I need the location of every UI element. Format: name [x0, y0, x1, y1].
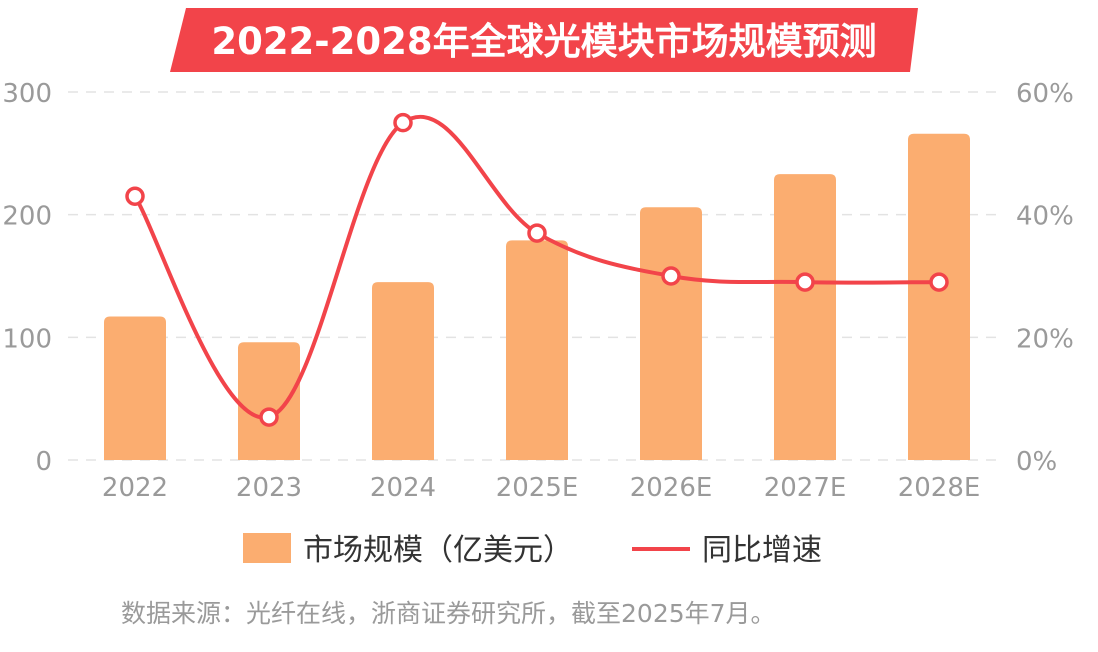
- growth-point-2026E: [661, 266, 681, 286]
- growth-line: [133, 114, 940, 420]
- bar-2027E: [774, 174, 836, 461]
- legend-line-label: 同比增速: [702, 533, 822, 568]
- x-tick-label: 2027E: [764, 473, 847, 503]
- legend-bar-label: 市场规模（亿美元）: [303, 533, 573, 568]
- legend-bar-swatch: [243, 533, 291, 563]
- bar-2023: [238, 342, 300, 460]
- x-tick-label: 2022: [102, 473, 168, 503]
- left-tick-label: 200: [2, 202, 52, 232]
- bar-2024: [372, 282, 434, 460]
- x-axis: 2022 2023 2024 2025E 2026E 2027E 2028E: [102, 473, 980, 503]
- left-tick-label: 300: [2, 79, 52, 109]
- growth-point-2027E: [795, 272, 815, 292]
- bar-2028E: [908, 133, 970, 460]
- growth-point-2028E: [929, 272, 949, 292]
- left-tick-label: 0: [35, 447, 52, 477]
- x-tick-label: 2024: [370, 473, 436, 503]
- bar-2026E: [640, 207, 702, 460]
- right-tick-label: 40%: [1016, 202, 1074, 232]
- right-tick-label: 60%: [1016, 79, 1074, 109]
- left-axis: 0 100 200 300: [2, 79, 52, 477]
- bar-series: [104, 133, 970, 461]
- source-note: 数据来源：光纤在线，浙商证券研究所，截至2025年7月。: [121, 599, 776, 628]
- right-tick-label: 0%: [1016, 447, 1057, 477]
- x-tick-label: 2023: [236, 473, 302, 503]
- right-axis: 0% 20% 40% 60%: [1016, 79, 1074, 477]
- right-tick-label: 20%: [1016, 324, 1074, 354]
- bar-2022: [104, 316, 166, 460]
- x-tick-label: 2025E: [496, 473, 579, 503]
- x-tick-label: 2026E: [630, 473, 713, 503]
- chart-title: 2022-2028年全球光模块市场规模预测: [211, 20, 876, 63]
- chart-title-banner: 2022-2028年全球光模块市场规模预测: [170, 8, 918, 72]
- growth-point-2024: [393, 112, 413, 133]
- growth-point-2022: [125, 186, 145, 207]
- left-tick-label: 100: [2, 324, 52, 354]
- x-tick-label: 2028E: [898, 473, 981, 503]
- growth-point-2025E: [527, 223, 547, 243]
- growth-point-2023: [259, 407, 279, 427]
- bar-2025E: [506, 240, 568, 460]
- line-series: [125, 112, 949, 427]
- title-background: [170, 8, 918, 72]
- legend: 市场规模（亿美元） 同比增速: [243, 533, 822, 568]
